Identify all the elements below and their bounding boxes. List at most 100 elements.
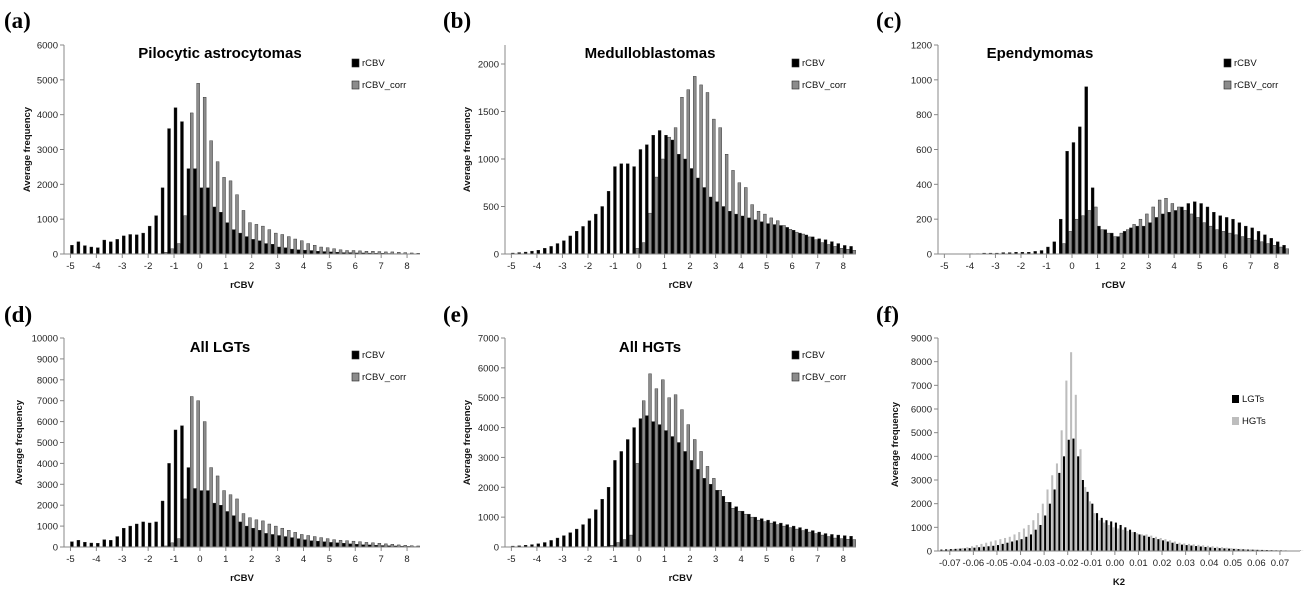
legend-label: rCBV_corr: [802, 80, 846, 91]
bar-rcbv-corr: [731, 507, 735, 548]
x-tick-label: 0.03: [1176, 558, 1195, 569]
bar-rcbv: [811, 530, 815, 548]
bar-rcbv: [206, 490, 210, 548]
bar-rcbv-corr: [673, 127, 678, 255]
bar-rcbv: [1142, 225, 1146, 255]
bar-rcbv: [683, 451, 687, 548]
bar-lgts: [1015, 540, 1018, 551]
x-tick-label: -1: [609, 554, 617, 565]
bar-rcbv: [804, 528, 809, 548]
bar-lgts: [1086, 491, 1089, 551]
x-axis-label: rCBV: [230, 573, 254, 584]
legend-swatch: [791, 80, 800, 90]
x-axis-label: rCBV: [669, 280, 693, 291]
bar-rcbv-corr: [377, 543, 382, 548]
bar-lgts: [1138, 534, 1141, 551]
bar-rcbv: [1103, 229, 1108, 255]
bar-rcbv: [1122, 231, 1127, 255]
bar-lgts: [973, 547, 976, 551]
bar-lgts: [1025, 536, 1028, 551]
bar-lgts: [1081, 480, 1084, 551]
bar-rcbv-corr: [1170, 203, 1175, 255]
bar-rcbv: [1161, 213, 1165, 255]
y-tick-label: 0: [53, 543, 58, 554]
bar-rcbv: [1276, 241, 1280, 255]
bar-lgts: [1129, 529, 1132, 551]
bar-lgts: [1218, 548, 1221, 551]
bar-hgts: [1126, 530, 1129, 551]
bar-rcbv: [709, 484, 713, 548]
x-tick-label: 2: [687, 554, 692, 565]
bar-rcbv: [651, 135, 655, 255]
bar-rcbv-corr: [782, 225, 786, 255]
bar-rcbv-corr: [1087, 210, 1092, 255]
x-axis-label: K2: [1113, 577, 1125, 588]
bar-rcbv: [109, 540, 113, 548]
y-axis-label: Average frequency: [22, 106, 33, 192]
bar-rcbv-corr: [807, 236, 812, 255]
bar-rcbv-corr: [1100, 229, 1104, 255]
y-tick-label: 1000: [37, 215, 58, 226]
bar-rcbv: [102, 539, 106, 548]
bar-rcbv-corr: [654, 388, 659, 548]
bar-rcbv: [543, 542, 547, 548]
x-tick-label: 0.01: [1129, 558, 1148, 569]
bar-rcbv: [626, 439, 630, 548]
bar-rcbv: [212, 502, 217, 548]
bar-lgts: [1034, 529, 1037, 551]
bar-rcbv-corr: [731, 170, 735, 255]
bar-rcbv: [264, 243, 268, 255]
bar-rcbv-corr: [1183, 210, 1187, 255]
bar-rcbv: [102, 239, 106, 255]
bar-rcbv: [167, 463, 171, 548]
bar-rcbv: [1193, 201, 1197, 255]
x-tick-label: 8: [404, 554, 409, 565]
bar-rcbv: [728, 211, 732, 255]
bar-rcbv: [689, 168, 694, 255]
y-tick-label: 2000: [37, 501, 58, 512]
bar-rcbv: [122, 527, 126, 548]
bar-rcbv-corr: [267, 523, 272, 548]
bar-lgts: [1166, 541, 1169, 551]
bar-rcbv: [109, 241, 113, 255]
bar-rcbv: [689, 460, 694, 548]
bar-rcbv: [296, 538, 301, 548]
bar-rcbv-corr: [190, 396, 194, 548]
bar-lgts: [1110, 521, 1113, 551]
chart-panel-f: (f) 0 1000 2000 3000 4000 5000 6000 7000 8000 9000…: [876, 302, 1304, 588]
bar-rcbv: [70, 541, 74, 548]
bar-hgts: [1164, 539, 1167, 551]
x-tick-label: 7: [379, 261, 384, 272]
bar-hgts: [1244, 549, 1247, 551]
x-tick-label: 6: [1223, 261, 1228, 272]
x-tick-label: -2: [1017, 261, 1025, 272]
bar-rcbv-corr: [222, 177, 226, 255]
legend-swatch: [1223, 80, 1232, 90]
bar-rcbv: [638, 149, 643, 255]
bar-rcbv-corr: [345, 540, 349, 548]
bar-rcbv-corr: [616, 542, 620, 548]
bar-rcbv: [303, 249, 307, 255]
y-tick-label: 0: [53, 250, 58, 261]
chart-panel-a: (a)Pilocytic astrocytomas010002000300040…: [4, 8, 420, 291]
bar-lgts: [1261, 549, 1264, 551]
bar-rcbv: [645, 415, 649, 548]
bar-rcbv: [199, 490, 204, 548]
bar-rcbv-corr: [300, 534, 304, 548]
bar-rcbv-corr: [744, 513, 748, 548]
bar-hgts: [1197, 544, 1200, 551]
bar-lgts: [1162, 540, 1165, 551]
bar-rcbv-corr: [776, 220, 780, 255]
bar-hgts: [1216, 546, 1219, 551]
chart-panel-c: (c) Ependymomas 0 200 400 600 800 1000 1200 -5 -4 -…: [876, 8, 1289, 291]
y-tick-label: 1000: [478, 155, 499, 166]
bar-rcbv: [638, 418, 643, 548]
legend-swatch: [351, 58, 360, 68]
bar-hgts: [1206, 545, 1209, 551]
x-tick-label: -0.06: [963, 558, 985, 569]
bar-rcbv: [257, 530, 262, 548]
bar-rcbv-corr: [629, 534, 633, 548]
x-tick-label: 3: [275, 261, 280, 272]
bar-rcbv-corr: [833, 246, 837, 255]
